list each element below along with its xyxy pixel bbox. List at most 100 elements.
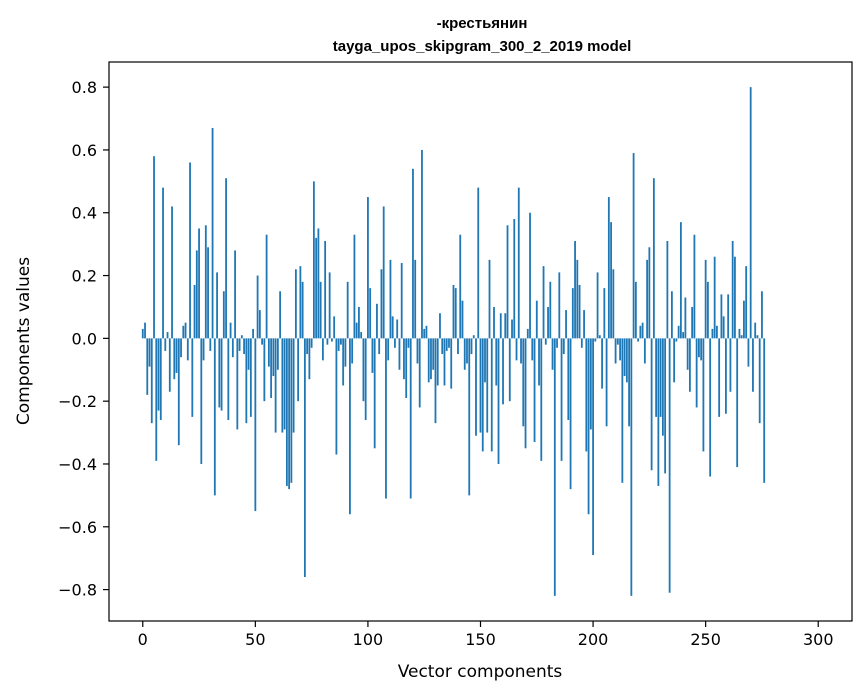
bar bbox=[580, 338, 583, 348]
bar bbox=[387, 338, 390, 361]
bar bbox=[725, 338, 727, 414]
y-tick-label: −0.4 bbox=[58, 455, 97, 474]
y-tick-label: −0.2 bbox=[58, 392, 97, 411]
bar bbox=[499, 313, 502, 339]
bar bbox=[385, 338, 387, 499]
bar bbox=[369, 288, 372, 339]
bar bbox=[421, 149, 423, 339]
bar bbox=[342, 338, 345, 386]
bar bbox=[245, 338, 248, 424]
bar bbox=[153, 156, 155, 339]
bar bbox=[209, 338, 212, 351]
bar bbox=[488, 259, 491, 339]
bar bbox=[740, 335, 743, 339]
bar bbox=[355, 322, 358, 339]
bar bbox=[272, 338, 275, 377]
bar bbox=[673, 338, 676, 383]
bar bbox=[763, 338, 766, 483]
bar bbox=[290, 338, 293, 483]
bar bbox=[716, 325, 718, 339]
bar bbox=[265, 234, 268, 339]
bar bbox=[619, 338, 621, 361]
bar bbox=[297, 338, 300, 402]
bar bbox=[204, 225, 207, 339]
bar bbox=[713, 256, 716, 339]
bar bbox=[171, 206, 173, 339]
bar bbox=[495, 338, 498, 386]
bar bbox=[310, 338, 313, 348]
bar bbox=[567, 338, 570, 421]
x-tick-label: 0 bbox=[138, 630, 148, 649]
bar bbox=[283, 338, 286, 430]
bar bbox=[547, 306, 549, 339]
bar bbox=[180, 338, 182, 358]
bar bbox=[659, 338, 662, 417]
y-tick-label: −0.6 bbox=[58, 518, 97, 537]
bar bbox=[427, 338, 430, 383]
bar bbox=[497, 338, 500, 464]
bar bbox=[211, 127, 214, 339]
bar bbox=[231, 338, 234, 358]
bar bbox=[470, 338, 473, 355]
bar bbox=[423, 328, 426, 339]
bar bbox=[306, 338, 309, 355]
bar bbox=[709, 338, 712, 477]
x-tick-label: 200 bbox=[578, 630, 609, 649]
x-tick-label: 300 bbox=[803, 630, 834, 649]
bar bbox=[195, 250, 198, 339]
bar bbox=[317, 228, 320, 339]
bar bbox=[639, 325, 642, 339]
bar bbox=[371, 338, 374, 373]
bar bbox=[141, 328, 144, 339]
bar bbox=[186, 338, 189, 361]
bar bbox=[340, 338, 342, 345]
x-tick-label: 250 bbox=[690, 630, 721, 649]
bar bbox=[565, 310, 567, 339]
bar bbox=[193, 284, 196, 339]
bar bbox=[362, 338, 365, 402]
y-tick-label: 0.6 bbox=[72, 141, 97, 160]
bar bbox=[459, 234, 462, 339]
bar bbox=[576, 259, 579, 339]
bar bbox=[463, 338, 466, 370]
bar bbox=[657, 338, 660, 486]
bar bbox=[207, 247, 209, 339]
bar bbox=[711, 328, 714, 339]
bar bbox=[198, 228, 200, 339]
bar bbox=[641, 322, 644, 339]
bar bbox=[522, 338, 525, 427]
bar bbox=[450, 338, 453, 389]
bar bbox=[222, 291, 225, 339]
y-tick-label: 0.4 bbox=[72, 204, 97, 223]
bar bbox=[531, 338, 534, 361]
bar bbox=[702, 338, 705, 452]
bar bbox=[623, 338, 626, 377]
bar bbox=[344, 338, 347, 367]
bar bbox=[544, 338, 547, 345]
y-tick-label: 0.2 bbox=[72, 267, 97, 286]
bar bbox=[513, 219, 516, 339]
bar bbox=[443, 338, 446, 386]
bar bbox=[191, 338, 194, 417]
bar bbox=[391, 316, 394, 339]
bar bbox=[294, 269, 297, 339]
bar bbox=[486, 338, 489, 433]
bar bbox=[517, 187, 520, 339]
bar bbox=[220, 338, 223, 411]
bar bbox=[553, 338, 556, 596]
bar bbox=[756, 335, 759, 339]
bar bbox=[270, 338, 273, 399]
bar bbox=[405, 338, 408, 399]
bar bbox=[648, 247, 651, 339]
bar bbox=[630, 338, 633, 596]
bar bbox=[745, 266, 748, 339]
bar bbox=[227, 338, 230, 421]
bar bbox=[315, 237, 318, 339]
bar bbox=[382, 206, 385, 339]
bar bbox=[400, 262, 403, 339]
bar bbox=[506, 225, 509, 339]
bar bbox=[457, 338, 459, 355]
bar bbox=[722, 316, 725, 339]
bar bbox=[479, 338, 482, 433]
